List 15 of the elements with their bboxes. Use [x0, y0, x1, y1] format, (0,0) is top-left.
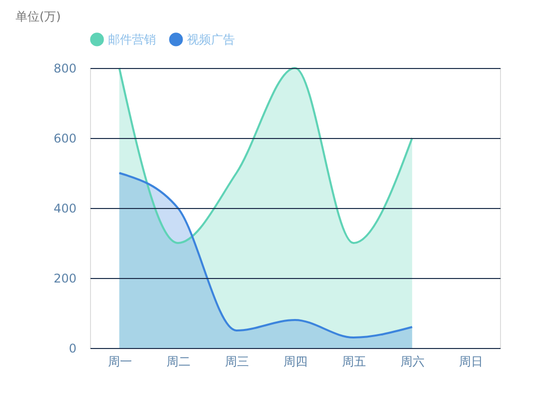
y-tick-label: 400 [54, 202, 76, 216]
x-tick-label: 周一 [108, 354, 132, 368]
y-tick-label: 0 [68, 342, 76, 356]
y-axis-title: 单位(万) [16, 10, 61, 24]
x-tick-label: 周六 [400, 354, 425, 368]
y-tick-label: 800 [54, 62, 76, 76]
legend-label: 邮件营销 [108, 32, 156, 46]
legend-label: 视频广告 [187, 32, 235, 46]
x-tick-label: 周五 [342, 354, 366, 368]
x-tick-label: 周日 [459, 354, 484, 368]
x-tick-label: 周二 [166, 354, 190, 368]
x-tick-label: 周三 [224, 354, 249, 368]
x-tick-label: 周四 [284, 354, 308, 368]
y-tick-label: 600 [54, 132, 76, 146]
y-tick-label: 200 [54, 272, 76, 286]
